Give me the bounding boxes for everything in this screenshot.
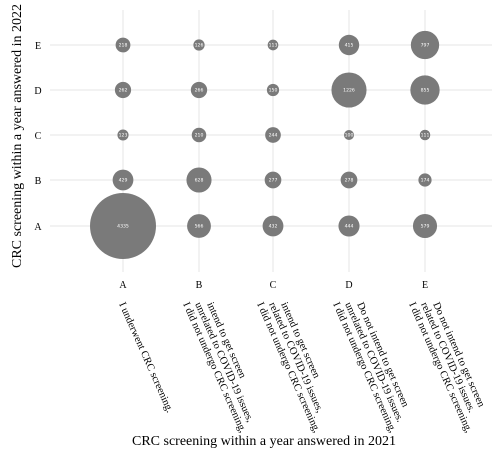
- bubble-value-A-B: 429: [119, 178, 128, 184]
- bubble-D-A: [338, 215, 360, 237]
- bubble-value-B-C: 210: [195, 133, 204, 139]
- y-tick-C: C: [35, 131, 42, 142]
- bubble-value-B-E: 126: [195, 43, 204, 49]
- y-tick-A: A: [34, 222, 42, 233]
- x-category-description-A-line-1: I underwent CRC screening.: [116, 301, 175, 415]
- x-tick-C: C: [270, 280, 277, 291]
- x-category-descriptions: I underwent CRC screening. I did not unde…: [116, 301, 486, 435]
- bubble-value-C-A: 432: [269, 224, 278, 230]
- x-category-description-B-line-2: unrelated to COVID-19 issues,: [192, 301, 255, 424]
- y-axis-label: CRC screening within a year answered in …: [10, 4, 25, 268]
- bubble-value-D-E: 415: [345, 43, 354, 49]
- bubble-value-C-E: 113: [269, 43, 278, 49]
- bubble-value-E-D: 855: [421, 88, 430, 94]
- y-tick-D: D: [34, 86, 41, 97]
- x-category-description-D-line-2: unrelated to COVID-19 issues.: [342, 301, 405, 424]
- y-tick-labels: A B C D E: [34, 41, 42, 233]
- bubble-value-D-A: 444: [345, 224, 354, 230]
- bubble-A-B: [112, 169, 134, 191]
- bubble-value-C-C: 244: [269, 133, 278, 139]
- bubble-C-C: [265, 127, 281, 143]
- bubble-B-B: [186, 167, 212, 193]
- bubble-value-E-C: 111: [421, 133, 430, 139]
- bubble-E-C: [419, 129, 431, 141]
- x-axis-label: CRC screening within a year answered in …: [132, 434, 396, 449]
- bubble-value-C-B: 277: [269, 178, 278, 184]
- bubble-E-D: [410, 75, 440, 105]
- bubble-D-D: [331, 72, 367, 108]
- bubble-value-E-E: 797: [421, 43, 430, 49]
- bubble-B-E: [193, 39, 205, 51]
- bubble-C-D: [266, 83, 280, 97]
- bubble-value-A-D: 262: [119, 88, 128, 94]
- bubble-value-C-D: 150: [269, 88, 278, 94]
- x-tick-B: B: [196, 280, 203, 291]
- bubble-C-E: [267, 39, 279, 51]
- x-tick-D: D: [345, 280, 352, 291]
- bubble-value-B-B: 628: [195, 178, 204, 184]
- bubble-E-E: [410, 30, 440, 60]
- bubbles: 4335 566 432 444 579 429 628 277 278 174 123 210 244…: [90, 30, 440, 259]
- bubble-B-D: [190, 81, 208, 99]
- bubble-C-B: [264, 171, 282, 189]
- bubble-value-E-B: 174: [421, 178, 430, 184]
- x-tick-labels: A B C D E: [119, 280, 428, 291]
- bubble-D-B: [340, 171, 358, 189]
- bubble-value-D-D: 1226: [343, 88, 355, 94]
- bubble-value-A-C: 123: [119, 133, 128, 139]
- bubble-A-A: [90, 193, 156, 259]
- bubble-value-A-A: 4335: [117, 224, 129, 230]
- bubble-value-B-A: 566: [195, 224, 204, 230]
- bubble-value-D-C: 100: [345, 133, 354, 139]
- bubble-value-D-B: 278: [345, 178, 354, 184]
- y-tick-B: B: [35, 176, 42, 187]
- bubble-value-A-E: 218: [119, 43, 128, 49]
- bubble-A-E: [115, 37, 131, 53]
- bubble-value-B-D: 266: [195, 88, 204, 94]
- bubble-B-C: [191, 127, 207, 143]
- bubble-B-A: [187, 214, 211, 238]
- bubble-value-E-A: 579: [421, 224, 430, 230]
- x-tick-A: A: [119, 280, 127, 291]
- bubble-D-E: [338, 34, 360, 56]
- x-tick-E: E: [422, 280, 428, 291]
- bubble-A-C: [117, 129, 129, 141]
- bubble-D-C: [343, 129, 355, 141]
- bubble-C-A: [262, 215, 284, 237]
- bubble-E-B: [418, 173, 432, 187]
- bubble-E-A: [412, 213, 438, 239]
- y-tick-E: E: [35, 41, 41, 52]
- bubble-A-D: [114, 81, 132, 99]
